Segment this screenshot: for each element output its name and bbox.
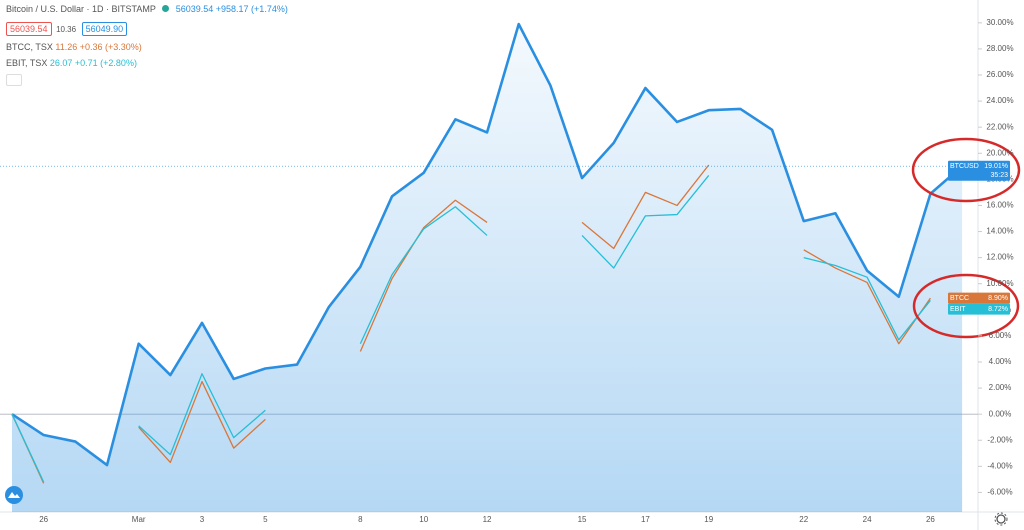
y-tick-label: 4.00% — [989, 357, 1012, 366]
x-tick-label: 12 — [483, 515, 492, 524]
price-label-name: EBIT — [950, 306, 966, 313]
y-tick-label: 16.00% — [986, 201, 1013, 210]
x-tick-label: 19 — [704, 515, 713, 524]
price-label-box — [948, 303, 1010, 315]
y-tick-label: 20.00% — [986, 148, 1013, 157]
x-tick-label: 22 — [799, 515, 808, 524]
price-label-name: BTCC — [950, 295, 969, 302]
y-tick-label: 2.00% — [989, 383, 1012, 392]
status-dot — [162, 5, 170, 12]
series-line — [581, 164, 710, 250]
price-label-box — [948, 292, 1010, 304]
y-tick-label: -4.00% — [987, 461, 1012, 470]
area-fill — [12, 24, 963, 513]
x-tick-label: 26 — [926, 515, 935, 524]
y-tick-label: 0.00% — [989, 409, 1012, 418]
x-tick-label: 3 — [200, 515, 205, 524]
y-tick-label: 30.00% — [986, 18, 1013, 27]
y-tick-label: 24.00% — [986, 96, 1013, 105]
series-line — [138, 373, 266, 456]
x-tick-label: 17 — [641, 515, 650, 524]
series-line — [359, 206, 488, 344]
legend-symbol: BTCC, TSX — [6, 42, 53, 52]
y-tick-label: -2.00% — [987, 435, 1012, 444]
ask-box[interactable]: 56049.90 — [81, 22, 128, 36]
logo-button[interactable] — [5, 486, 23, 504]
series-line — [138, 380, 266, 464]
price-label-value: 8.90% — [988, 295, 1008, 302]
y-tick-label: -6.00% — [987, 488, 1012, 497]
price-info: 56039.54 +958.17 (+1.74%) — [175, 4, 288, 14]
price-label-box — [948, 160, 1010, 181]
symbol-title: Bitcoin / U.S. Dollar · 1D · BITSTAMP — [6, 4, 156, 14]
series-line — [11, 413, 45, 483]
legend-row: BTCC, TSX 11.26 +0.36 (+3.30%) — [6, 42, 142, 52]
y-tick-label: 14.00% — [986, 227, 1013, 236]
y-tick-label: 6.00% — [989, 331, 1012, 340]
legend-symbol: EBIT, TSX — [6, 58, 48, 68]
price-label-value: 19.01% — [984, 163, 1008, 170]
bid-box[interactable]: 56039.54 — [6, 22, 52, 36]
plot-area — [0, 22, 978, 513]
price-label-name: BTCUSD — [950, 163, 979, 170]
y-tick-label: 10.00% — [986, 279, 1013, 288]
y-tick-label: 22.00% — [986, 122, 1013, 131]
spread: 10.36 — [56, 25, 77, 34]
highlight-circle — [911, 137, 1021, 203]
symbol-header: Bitcoin / U.S. Dollar · 1D · BITSTAMP 56… — [6, 4, 288, 14]
series-line — [359, 199, 488, 352]
y-tick-label: 26.00% — [986, 70, 1013, 79]
series-line — [581, 175, 710, 269]
highlight-circle — [912, 273, 1020, 339]
x-tick-label: 24 — [863, 515, 872, 524]
series-line — [11, 22, 963, 467]
legend-quote: 11.26 +0.36 (+3.30%) — [55, 42, 142, 52]
y-tick-label: 12.00% — [986, 253, 1013, 262]
y-tick-label: 28.00% — [986, 44, 1013, 53]
settings-button[interactable] — [994, 512, 1008, 526]
x-tick-label: 15 — [578, 515, 587, 524]
collapse-button[interactable] — [6, 74, 22, 86]
legend-row: EBIT, TSX 26.07 +0.71 (+2.80%) — [6, 58, 137, 68]
x-tick-label: Mar — [132, 515, 146, 524]
x-tick-label: 5 — [263, 515, 268, 524]
countdown: 35:23 — [990, 172, 1008, 179]
price-label-value: 8.72% — [988, 306, 1008, 313]
series-line — [803, 249, 931, 345]
x-tick-label: 8 — [358, 515, 363, 524]
x-tick-label: 26 — [39, 515, 48, 524]
series-line — [803, 256, 931, 341]
quote-boxes: 56039.54 10.36 56049.90 — [6, 22, 129, 36]
x-tick-label: 10 — [419, 515, 428, 524]
legend-quote: 26.07 +0.71 (+2.80%) — [49, 58, 137, 68]
